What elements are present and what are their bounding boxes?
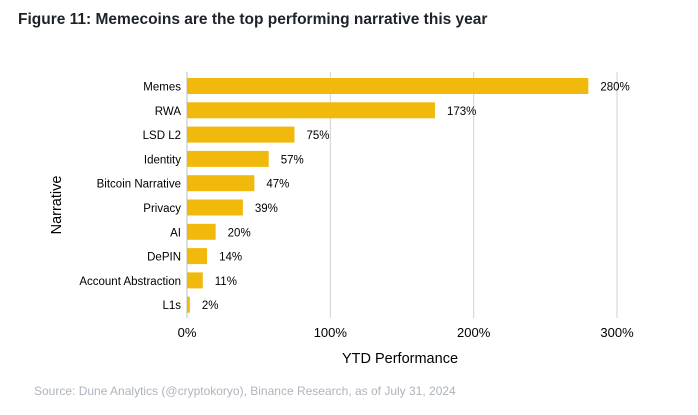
bar-chart: Memes RWA LSD L2 Identity Bitcoin Narrative P…	[49, 72, 634, 367]
y-axis-label: Narrative	[49, 176, 65, 235]
bar-account-abstraction	[187, 272, 203, 289]
bar-identity	[187, 150, 269, 167]
category-label: Account Abstraction	[79, 276, 181, 288]
value-labels: 280% 173% 75%57% 47% 39% 20% 14% 11% 2%	[202, 82, 630, 313]
bar-l1s	[187, 296, 190, 313]
bar-depin	[187, 248, 208, 265]
bars	[187, 78, 589, 313]
bar-lsd-l2	[187, 126, 295, 143]
value-label: 20%	[228, 227, 251, 239]
bar-bitcoin-narrative	[187, 175, 255, 192]
x-tick-label: 100%	[314, 325, 348, 340]
category-label: AI	[170, 227, 181, 239]
category-label: L1s	[162, 300, 181, 312]
source-note: Source: Dune Analytics (@cryptokoryo), B…	[34, 384, 456, 398]
bar-memes	[187, 78, 589, 94]
category-label: Identity	[144, 154, 181, 166]
x-axis-label: YTD Performance	[342, 351, 458, 367]
value-label: 280%	[600, 82, 629, 94]
category-labels: Memes RWA LSD L2 Identity Bitcoin Narrative P…	[79, 82, 181, 313]
category-label: DePIN	[147, 252, 181, 264]
value-label: 57%	[281, 154, 304, 166]
x-tick-label: 300%	[600, 325, 634, 340]
value-label: 2%	[202, 300, 219, 312]
bar-rwa	[187, 102, 435, 119]
value-label: 14%	[219, 252, 242, 264]
category-label: Memes	[143, 82, 181, 94]
figure-title: Figure 11: Memecoins are the top perform…	[18, 11, 488, 28]
category-label: LSD L2	[143, 130, 181, 142]
x-tick-labels: 0% 100% 200% 300%	[178, 325, 634, 340]
value-label: 75%	[307, 130, 330, 142]
category-label: Bitcoin Narrative	[97, 179, 181, 191]
bar-privacy	[187, 199, 243, 216]
category-label: RWA	[155, 106, 182, 118]
x-tick-label: 0%	[178, 325, 197, 340]
bar-ai	[187, 223, 216, 240]
value-label: 11%	[215, 276, 237, 288]
value-label: 39%	[255, 203, 278, 215]
value-label: 173%	[447, 106, 476, 118]
value-label: 47%	[266, 179, 289, 191]
x-tick-label: 200%	[457, 325, 491, 340]
category-label: Privacy	[143, 203, 181, 215]
